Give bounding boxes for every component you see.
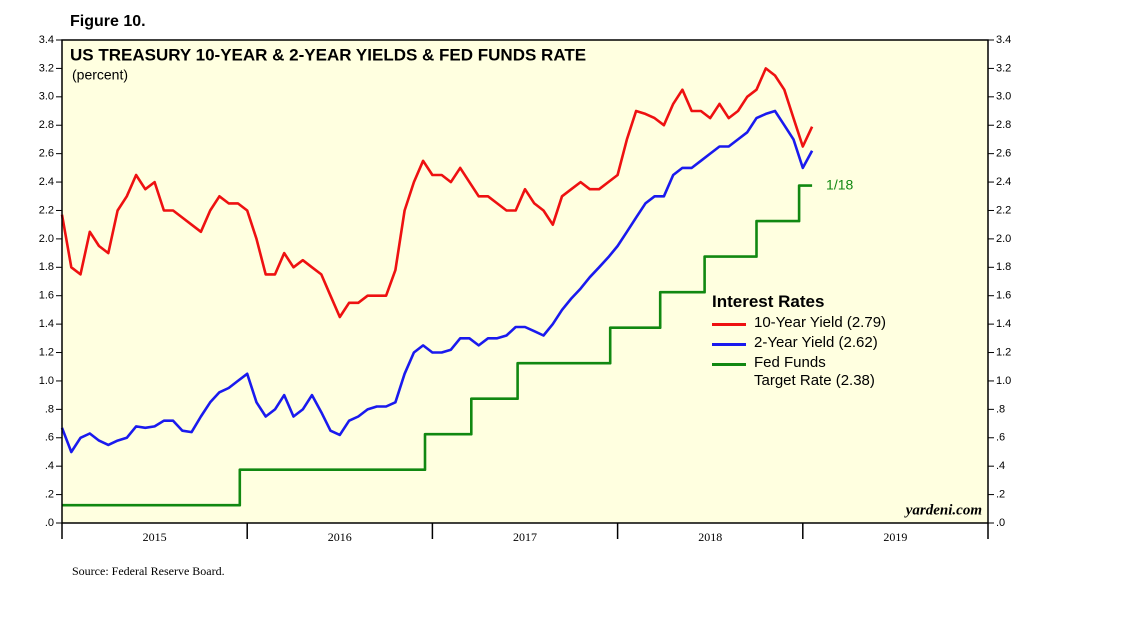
y-tick-label: 3.4 xyxy=(39,34,54,46)
y-tick-label: 1.0 xyxy=(39,375,54,387)
y2-tick-label: .8 xyxy=(996,403,1005,415)
legend: Interest Rates 10-Year Yield (2.79) 2-Yea… xyxy=(712,292,886,392)
y2-tick-label: 1.8 xyxy=(996,261,1011,273)
plot-border xyxy=(61,39,989,524)
y2-tick-label: .0 xyxy=(996,517,1005,529)
chart-title: US TREASURY 10-YEAR & 2-YEAR YIELDS & FE… xyxy=(70,45,586,64)
legend-title: Interest Rates xyxy=(712,292,825,311)
y-tick-label: .0 xyxy=(45,517,54,529)
source: Source: Federal Reserve Board. xyxy=(72,564,225,578)
y-tick-label: 3.0 xyxy=(39,91,54,103)
y2-tick-label: 1.4 xyxy=(996,318,1011,330)
plot-background xyxy=(62,40,988,523)
x-tick-label: 2017 xyxy=(513,530,537,544)
figure-label: Figure 10. xyxy=(70,13,146,30)
y2-tick-label: 2.2 xyxy=(996,204,1011,216)
y2-tick-label: 2.6 xyxy=(996,148,1011,160)
y-tick-label: 2.4 xyxy=(39,176,54,188)
series-line xyxy=(62,184,813,507)
annotation: 1/18 xyxy=(826,176,853,192)
y2-tick-label: .4 xyxy=(996,460,1005,472)
chart-subtitle: (percent) xyxy=(72,67,128,83)
y2-tick-label: 3.4 xyxy=(996,34,1011,46)
legend-label: Fed Funds Target Rate (2.38) xyxy=(754,354,875,389)
y-tick-label: 2.8 xyxy=(39,119,54,131)
y-tick-label: 1.8 xyxy=(39,261,54,273)
watermark: yardeni.com xyxy=(904,502,982,518)
y2-tick-label: 2.0 xyxy=(996,233,1011,245)
y-tick-label: .8 xyxy=(45,403,54,415)
series-line xyxy=(60,109,814,454)
y2-tick-label: 2.4 xyxy=(996,176,1011,188)
legend-swatch xyxy=(712,363,746,366)
y2-tick-label: 1.6 xyxy=(996,290,1011,302)
y-tick-label: 2.2 xyxy=(39,204,54,216)
y2-tick-label: 3.0 xyxy=(996,91,1011,103)
x-tick-label: 2019 xyxy=(883,530,907,544)
y2-tick-label: 1.0 xyxy=(996,375,1011,387)
legend-entry: 10-Year Yield (2.79) xyxy=(712,314,886,334)
y-tick-label: 2.0 xyxy=(39,233,54,245)
y-tick-label: 1.2 xyxy=(39,346,54,358)
legend-swatch xyxy=(712,323,746,326)
y2-tick-label: .2 xyxy=(996,488,1005,500)
y-tick-label: 1.6 xyxy=(39,290,54,302)
legend-entry: Fed Funds Target Rate (2.38) xyxy=(712,354,886,392)
y-tick-label: 2.6 xyxy=(39,148,54,160)
legend-swatch xyxy=(712,343,746,346)
y-tick-label: 3.2 xyxy=(39,62,54,74)
x-tick-label: 2015 xyxy=(143,530,167,544)
legend-entry: 2-Year Yield (2.62) xyxy=(712,334,886,354)
y2-tick-label: 3.2 xyxy=(996,62,1011,74)
y-tick-label: .4 xyxy=(45,460,54,472)
y-tick-label: 1.4 xyxy=(39,318,54,330)
y2-tick-label: 1.2 xyxy=(996,346,1011,358)
x-tick-label: 2018 xyxy=(698,530,722,544)
y2-tick-label: 2.8 xyxy=(996,119,1011,131)
x-tick-label: 2016 xyxy=(328,530,352,544)
y-tick-label: .2 xyxy=(45,488,54,500)
y2-tick-label: .6 xyxy=(996,432,1005,444)
legend-label: 2-Year Yield (2.62) xyxy=(754,334,878,351)
legend-label: 10-Year Yield (2.79) xyxy=(754,314,887,331)
y-tick-label: .6 xyxy=(45,432,54,444)
series-line xyxy=(60,67,814,319)
